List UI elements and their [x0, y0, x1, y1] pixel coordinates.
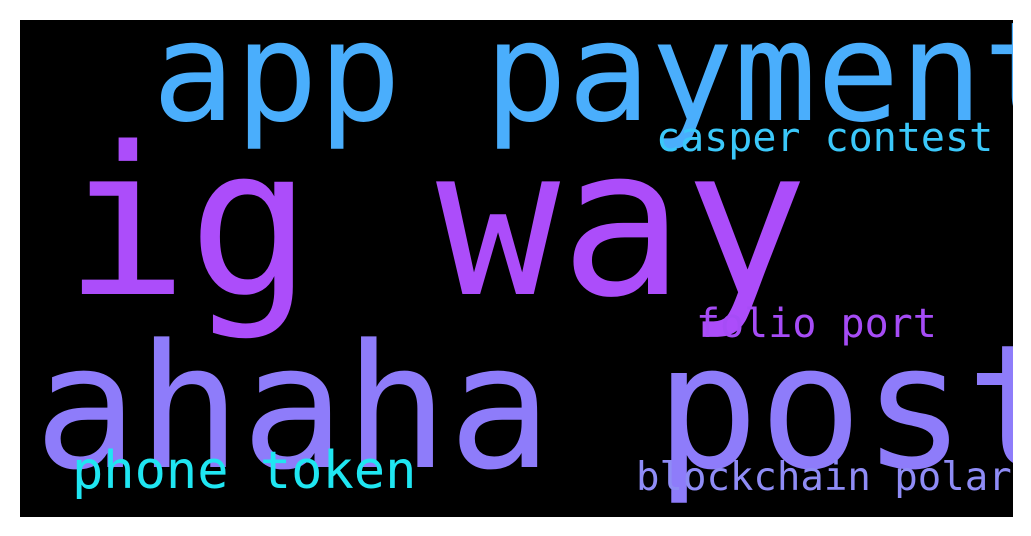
word-app-payment: app payment: [152, 20, 1013, 153]
word-ig-way: ig way: [64, 103, 809, 343]
word-casper-contest: casper contest: [656, 115, 994, 161]
word-phone-token: phone token: [72, 441, 417, 501]
word-ahaha-post: ahaha post: [34, 307, 1013, 508]
word-cloud: app payment casper contest ig way folio …: [20, 20, 1013, 517]
word-blockchain-polar: blockchain polar: [636, 455, 1012, 500]
word-folio-port: folio port: [696, 301, 937, 347]
